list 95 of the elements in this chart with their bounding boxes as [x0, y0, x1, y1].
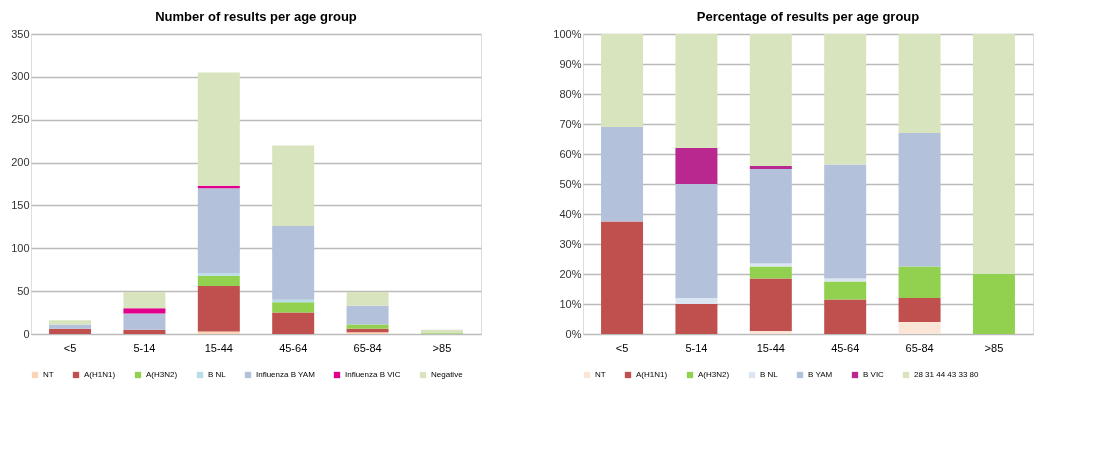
legend-label: A(H3N2) [146, 370, 178, 379]
legend-label: Influenza B VIC [345, 370, 401, 379]
y-tick-label: 0 [23, 327, 30, 340]
x-tick-label: 15-44 [756, 341, 785, 354]
legend-label: A(H1N1) [636, 370, 668, 379]
x-tick-label: <5 [615, 341, 629, 354]
bar [824, 278, 867, 282]
bar [675, 184, 718, 298]
chart-title: Percentage of results per age group [696, 9, 920, 24]
bar [749, 263, 792, 267]
bar [601, 34, 644, 127]
bar [197, 275, 240, 286]
bar [749, 278, 792, 331]
x-tick-label: 45-64 [831, 341, 860, 354]
bar [49, 328, 92, 334]
y-tick-label: 20% [559, 267, 582, 280]
bar [197, 188, 240, 274]
bar [123, 329, 166, 334]
bar [420, 329, 463, 334]
y-tick-label: 100 [11, 241, 30, 254]
bar [898, 133, 941, 267]
x-tick-label: 45-64 [279, 341, 308, 354]
y-tick-label: 70% [559, 117, 582, 130]
x-tick-label: 15-44 [204, 341, 233, 354]
bar [824, 164, 867, 279]
bar [824, 281, 867, 300]
legend-label: NT [595, 370, 606, 379]
bar [749, 169, 792, 264]
bar [123, 292, 166, 309]
bar [123, 308, 166, 314]
bar [898, 34, 941, 133]
bar [272, 145, 315, 226]
bar [749, 166, 792, 169]
x-tick-label: 65-84 [905, 341, 934, 354]
bar [197, 72, 240, 186]
bar [675, 298, 718, 304]
legend-label: B NL [208, 370, 227, 379]
legend-label: A(H1N1) [84, 370, 116, 379]
x-tick-label: >85 [984, 341, 1004, 354]
y-tick-label: 150 [11, 198, 30, 211]
y-tick-label: 90% [559, 57, 582, 70]
bar [601, 221, 644, 334]
bar [898, 322, 941, 334]
y-tick-label: 250 [11, 113, 30, 126]
chart-title: Number of results per age group [155, 9, 357, 24]
bar [972, 274, 1015, 334]
bar [972, 34, 1015, 274]
y-tick-label: 0% [565, 327, 582, 340]
y-tick-label: 100% [553, 27, 582, 40]
y-tick-label: 200 [11, 156, 30, 169]
legend-label: Negative [431, 370, 464, 379]
bar [197, 331, 240, 334]
x-tick-label: 5-14 [133, 341, 156, 354]
y-tick-label: 30% [559, 237, 582, 250]
bar [272, 226, 315, 300]
legend-label: 28 31 44 43 33 80 [914, 370, 980, 379]
bar [346, 292, 389, 306]
y-tick-label: 60% [559, 147, 582, 160]
bar [272, 302, 315, 313]
bar [749, 266, 792, 279]
bar [49, 320, 92, 325]
x-tick-label: 5-14 [685, 341, 708, 354]
legend-label: A(H3N2) [698, 370, 730, 379]
y-tick-label: 300 [11, 70, 30, 83]
y-tick-label: 50 [17, 284, 30, 297]
bar [749, 331, 792, 334]
bar [197, 273, 240, 276]
y-tick-label: 350 [11, 27, 30, 40]
bar [898, 298, 941, 322]
legend-label: Influenza B YAM [256, 370, 316, 379]
y-tick-label: 50% [559, 177, 582, 190]
x-tick-label: >85 [432, 341, 452, 354]
bar [824, 299, 867, 334]
y-tick-label: 80% [559, 87, 582, 100]
bar [49, 324, 92, 329]
y-tick-label: 10% [559, 297, 582, 310]
legend-label: B NL [760, 370, 779, 379]
bar [749, 34, 792, 166]
bar [346, 305, 389, 325]
bar [898, 266, 941, 298]
x-tick-label: 65-84 [353, 341, 382, 354]
legend-label: B VIC [863, 370, 885, 379]
bar [346, 324, 389, 329]
x-tick-label: <5 [63, 341, 77, 354]
bar [675, 304, 718, 334]
bar [675, 148, 718, 184]
bar [272, 312, 315, 334]
y-tick-label: 40% [559, 207, 582, 220]
bar [123, 313, 166, 330]
bar [824, 34, 867, 165]
legend-label: B YAM [808, 370, 833, 379]
bar [601, 127, 644, 222]
bar [675, 34, 718, 148]
legend-label: NT [43, 370, 54, 379]
bar [197, 286, 240, 332]
